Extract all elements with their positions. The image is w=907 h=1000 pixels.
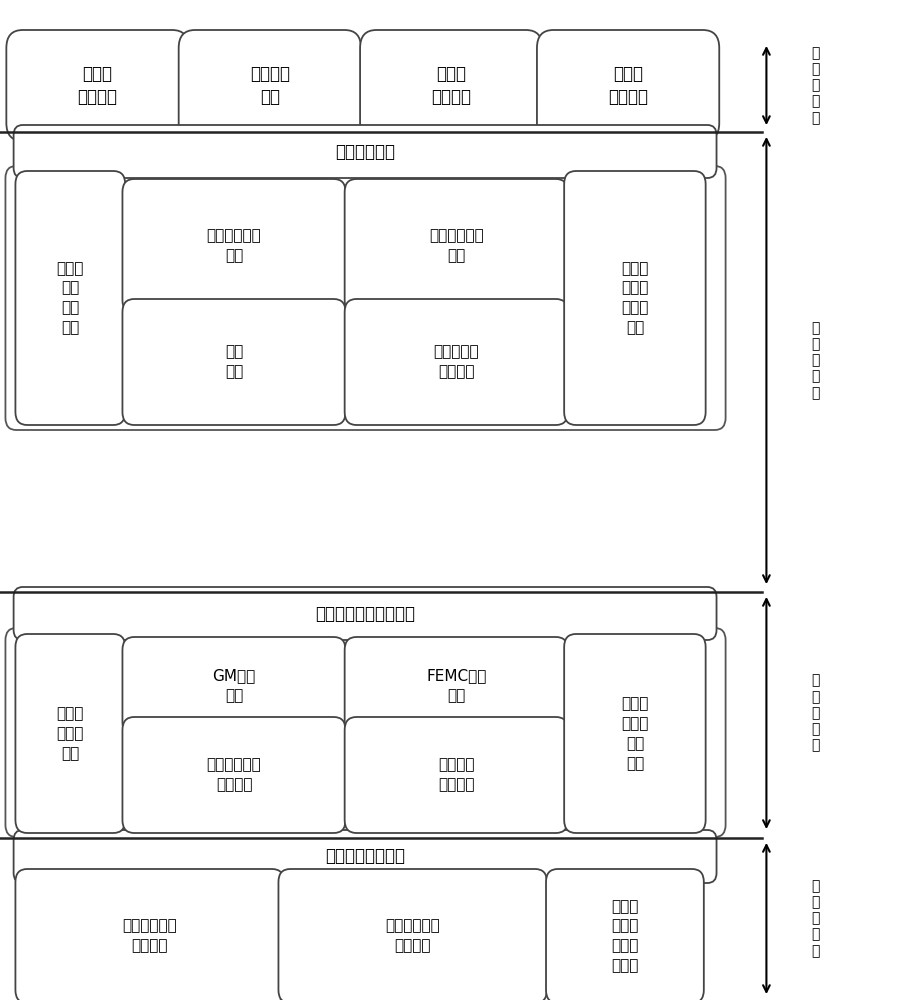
- FancyBboxPatch shape: [14, 830, 717, 883]
- FancyBboxPatch shape: [6, 30, 189, 141]
- Text: 可视化
窗口模块: 可视化 窗口模块: [431, 65, 472, 106]
- Text: 数据模
型配置
信息管
理模块: 数据模 型配置 信息管 理模块: [611, 899, 639, 973]
- FancyBboxPatch shape: [122, 299, 346, 425]
- FancyBboxPatch shape: [345, 717, 568, 833]
- Text: 分析算
法配置
信息
模块: 分析算 法配置 信息 模块: [621, 696, 649, 771]
- Text: 可视化效果图
模块: 可视化效果图 模块: [429, 229, 483, 263]
- FancyBboxPatch shape: [14, 587, 717, 640]
- Text: 主界面
管理模块: 主界面 管理模块: [77, 65, 118, 106]
- Text: 分
析
统
计
层: 分 析 统 计 层: [812, 674, 820, 752]
- FancyBboxPatch shape: [546, 869, 704, 1000]
- FancyBboxPatch shape: [15, 634, 125, 833]
- FancyBboxPatch shape: [360, 30, 542, 141]
- FancyBboxPatch shape: [122, 637, 346, 735]
- FancyBboxPatch shape: [179, 30, 361, 141]
- Text: 基本度里指标
计算模块: 基本度里指标 计算模块: [207, 758, 261, 792]
- Text: 点边信息模型
管理模块: 点边信息模型 管理模块: [122, 919, 177, 953]
- Text: 多维连接
分析模块: 多维连接 分析模块: [438, 758, 474, 792]
- FancyBboxPatch shape: [278, 869, 547, 1000]
- Text: 分
析
统
计
层: 分 析 统 计 层: [812, 879, 820, 958]
- FancyBboxPatch shape: [564, 634, 706, 833]
- FancyBboxPatch shape: [345, 637, 568, 735]
- Text: 分
析
结
果
层: 分 析 结 果 层: [812, 321, 820, 400]
- FancyBboxPatch shape: [5, 166, 726, 430]
- Text: 窗口接口模块: 窗口接口模块: [335, 143, 395, 161]
- Text: 鼠标操作管理
模块: 鼠标操作管理 模块: [207, 229, 261, 263]
- Text: FEMC算法
模块: FEMC算法 模块: [426, 669, 486, 703]
- Text: 控制面板
模块: 控制面板 模块: [249, 65, 290, 106]
- Text: 用
户
接
口
层: 用 户 接 口 层: [812, 46, 820, 125]
- Text: 可视化
配置信
息管理
模块: 可视化 配置信 息管理 模块: [621, 261, 649, 335]
- FancyBboxPatch shape: [15, 869, 284, 1000]
- FancyBboxPatch shape: [122, 179, 346, 313]
- FancyBboxPatch shape: [122, 717, 346, 833]
- Text: 分析算法处理接口模块: 分析算法处理接口模块: [315, 604, 415, 622]
- Text: 图表
模块: 图表 模块: [225, 345, 243, 379]
- FancyBboxPatch shape: [564, 171, 706, 425]
- Text: 数据抽取接口模块: 数据抽取接口模块: [325, 847, 405, 865]
- FancyBboxPatch shape: [345, 179, 568, 313]
- Text: 可视化图像
过滤模块: 可视化图像 过滤模块: [434, 345, 479, 379]
- FancyBboxPatch shape: [345, 299, 568, 425]
- FancyBboxPatch shape: [537, 30, 719, 141]
- Text: 层次树
窗口模块: 层次树 窗口模块: [608, 65, 649, 106]
- Text: 数据库连接池
管理模块: 数据库连接池 管理模块: [385, 919, 440, 953]
- FancyBboxPatch shape: [15, 171, 125, 425]
- Text: 分析管
理引擎
模块: 分析管 理引擎 模块: [56, 706, 84, 761]
- FancyBboxPatch shape: [5, 628, 726, 837]
- Text: GM算法
模块: GM算法 模块: [212, 669, 256, 703]
- Text: 可视化
管理
引擎
模块: 可视化 管理 引擎 模块: [56, 261, 84, 335]
- FancyBboxPatch shape: [14, 125, 717, 178]
